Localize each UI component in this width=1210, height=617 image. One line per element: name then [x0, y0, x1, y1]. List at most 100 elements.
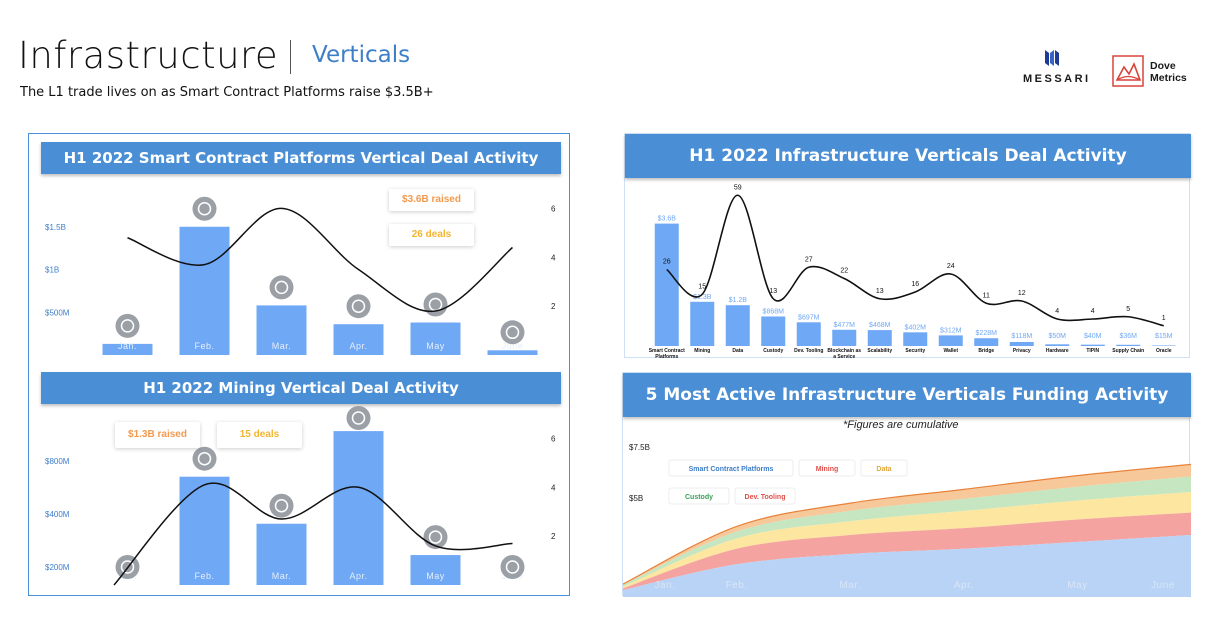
vertical-bar [1009, 341, 1034, 346]
scp-x-tick: Mar. [272, 341, 292, 351]
mining-project-logo-icon [500, 555, 525, 579]
mining-raised-badge: $1.3B raised [115, 422, 200, 448]
vertical-bar-label: $36M [1119, 333, 1137, 340]
mining-y2-tick: 4 [551, 483, 556, 492]
vertical-deal-label: 59 [734, 184, 742, 191]
scp-y-tick: $1.5B [45, 223, 66, 232]
verticals-chart-panel: H1 2022 Infrastructure Verticals Deal Ac… [624, 133, 1191, 359]
scp-x-tick: Jan. [118, 341, 137, 351]
vertical-bar-label: $3.6B [658, 216, 677, 223]
dove-logo-text-2: Metrics [1150, 72, 1187, 84]
scp-project-logo-icon [269, 275, 294, 300]
mining-project-logo-icon [269, 493, 294, 518]
vertical-bar-label: $40M [1084, 333, 1102, 340]
vertical-x-tick: Supply Chain [1112, 348, 1144, 354]
scp-deals-badge: 26 deals [389, 224, 474, 246]
scp-project-logo-icon [115, 313, 140, 338]
vertical-bar-label: $1.2B [729, 297, 748, 304]
mining-deal-count-line [113, 482, 513, 586]
vertical-bar-label: $118M [1011, 333, 1032, 340]
vertical-deal-label: 4 [1055, 308, 1059, 315]
scp-bar [410, 322, 461, 355]
vertical-bar [938, 335, 963, 346]
vertical-bar [832, 329, 857, 346]
scp-project-logo-icon [346, 294, 371, 319]
dove-metrics-logo: Dove Metrics [1112, 53, 1192, 89]
scp-bar [487, 350, 538, 355]
mining-project-logo-glyph [120, 560, 135, 574]
vertical-deal-label: 13 [876, 288, 884, 295]
vertical-deal-label: 24 [947, 263, 955, 270]
scp-bar [102, 343, 153, 355]
area-x-tick: Apr. [954, 580, 974, 591]
area-x-tick: May [1067, 580, 1087, 591]
area-y-tick: $5B [629, 494, 643, 503]
vertical-x-tick: Security [905, 348, 925, 354]
vertical-deal-label: 12 [1018, 290, 1026, 297]
scp-chart-title: H1 2022 Smart Contract Platforms Vertica… [41, 142, 561, 174]
scp-project-logo-glyph [351, 299, 366, 313]
messari-logo: MESSARI [1015, 46, 1095, 88]
vertical-x-tick: Wallet [943, 348, 958, 354]
vertical-x-tick: Dev. Tooling [794, 348, 823, 354]
area-legend-label: Smart Contract Platforms [689, 466, 774, 473]
scp-bar [256, 305, 307, 355]
scp-y-tick: $500M [45, 308, 70, 317]
scp-bar [179, 226, 230, 355]
mining-x-tick: Feb. [194, 571, 214, 581]
vertical-x-tick: Privacy [1013, 348, 1031, 354]
area-y-tick: $7.5B [629, 443, 650, 452]
area-legend-label: Custody [685, 494, 713, 501]
area-x-tick: Mar. [839, 580, 860, 591]
mining-bar [256, 523, 307, 585]
area-legend-label: Mining [816, 466, 839, 473]
funding-chart: Jan. Feb. Mar. Apr. May June $7.5B $5B Smart Con… [623, 443, 1191, 597]
vertical-bar [867, 330, 892, 346]
vertical-deal-label: 13 [769, 288, 777, 295]
scp-x-tick: May [426, 341, 445, 351]
funding-chart-title: 5 Most Active Infrastructure Verticals F… [623, 373, 1191, 417]
scp-project-logo-glyph [505, 325, 520, 340]
vertical-bar [796, 322, 821, 346]
vertical-bar [654, 223, 679, 346]
mining-x-tick: May [426, 571, 445, 581]
vertical-bar [690, 301, 715, 346]
scp-y2-tick: 2 [551, 302, 556, 311]
area-layer [623, 512, 1191, 591]
vertical-deal-label: 11 [983, 292, 990, 299]
scp-project-logo-glyph [197, 202, 212, 216]
dove-logo-text-1: Dove [1150, 60, 1176, 72]
scp-y2-tick: 4 [551, 253, 556, 262]
vertical-x-tick: Bridge [978, 348, 994, 354]
scp-y-tick: $1B [45, 266, 59, 275]
mining-project-logo-icon [346, 406, 371, 430]
mining-y-tick: $800M [45, 457, 70, 466]
vertical-bar-label: $1.3B [693, 294, 712, 301]
vertical-bar-label: $697M [798, 314, 820, 321]
scp-project-logo-glyph [274, 280, 289, 295]
vertical-bar [903, 332, 928, 346]
vertical-x-tick: Mining [694, 348, 710, 354]
vertical-bar [1080, 344, 1105, 346]
vertical-deal-label: 1 [1162, 315, 1166, 322]
section-title: Verticals [312, 42, 411, 68]
area-layer [623, 464, 1191, 585]
vertical-deal-label: 27 [805, 256, 813, 263]
mining-bar [410, 555, 461, 585]
vertical-x-tick: Blockchain as [827, 348, 861, 354]
vertical-deal-label: 4 [1091, 308, 1095, 315]
vertical-bar-label: $228M [976, 330, 998, 337]
vertical-bar [1151, 345, 1176, 346]
funding-chart-panel: 5 Most Active Infrastructure Verticals F… [622, 372, 1191, 597]
area-x-tick: June [1151, 580, 1175, 591]
area-layer [623, 535, 1191, 597]
mining-y2-tick: 2 [551, 532, 556, 541]
mining-y2-tick: 6 [551, 434, 556, 443]
area-layer [623, 476, 1191, 587]
vertical-x-tick: Oracle [1156, 348, 1172, 354]
vertical-x-tick: a Service [833, 354, 855, 359]
mining-y-tick: $200M [45, 563, 70, 572]
area-legend-box [734, 487, 796, 505]
vertical-x-tick: Data [732, 348, 743, 354]
